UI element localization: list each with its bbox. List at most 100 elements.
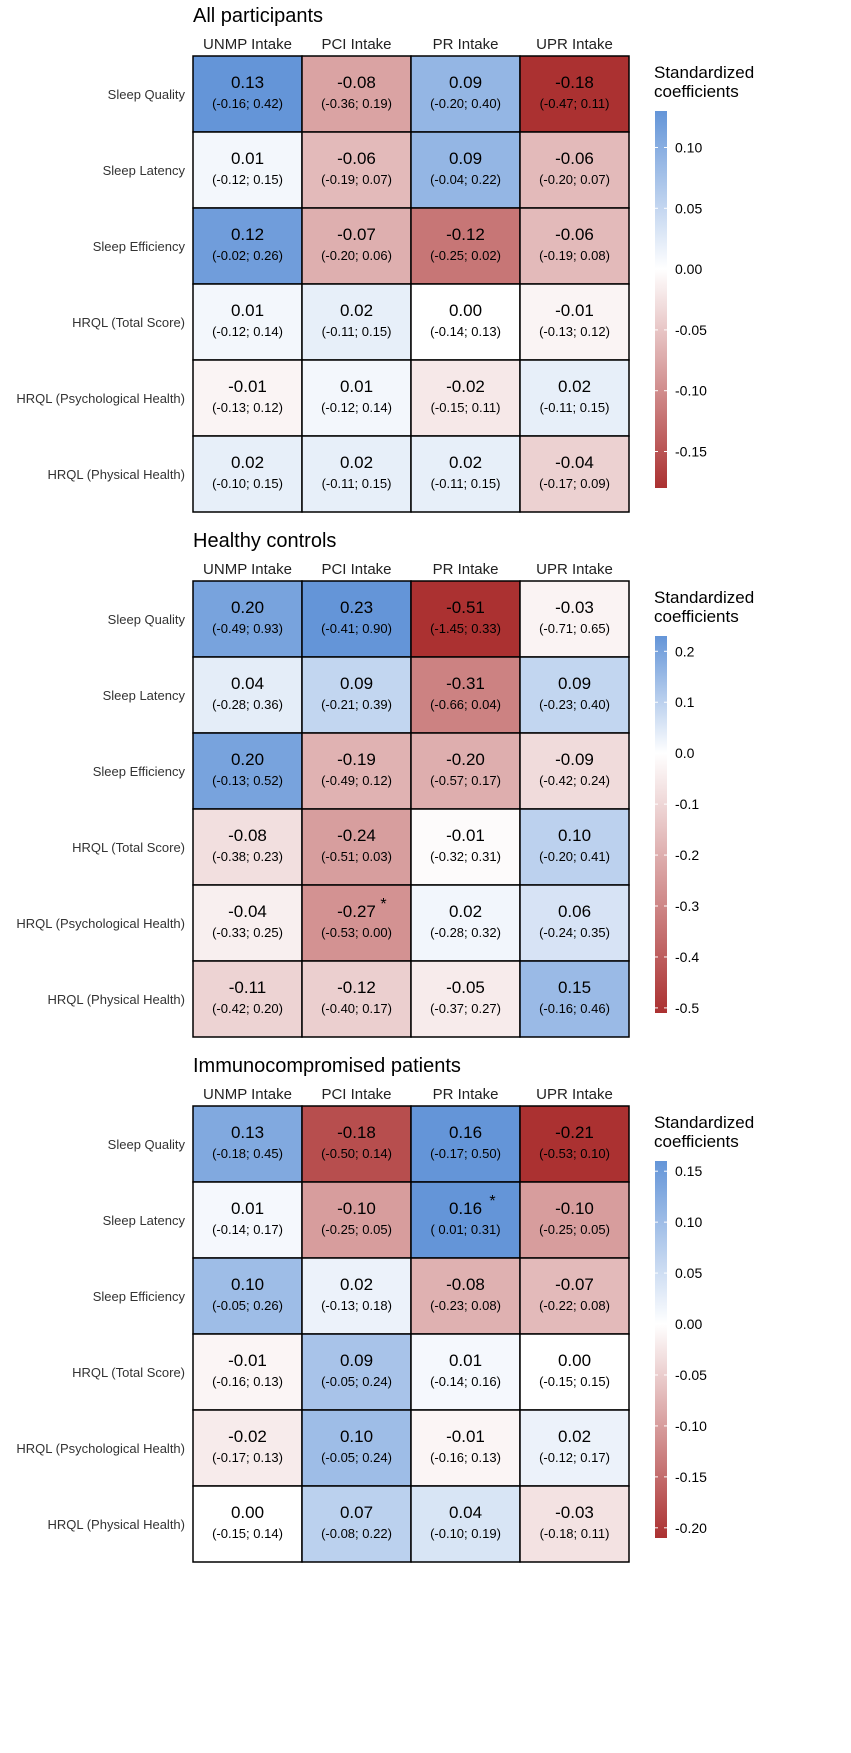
cell-ci: (-0.16; 0.46) [539,1001,610,1016]
cell-value: -0.06 [555,149,594,168]
heatmap-cell [410,1105,521,1183]
cell-ci: (-0.12; 0.15) [212,172,283,187]
cell-value: 0.02 [340,1275,373,1294]
legend-colorbar [655,111,667,488]
heatmap-cell [192,884,303,962]
cell-value: -0.02 [228,1427,267,1446]
heatmap-cell [410,580,521,658]
heatmap-cell [519,283,630,361]
cell-value: 0.10 [231,1275,264,1294]
heatmap-cell [192,131,303,209]
cell-ci: (-0.14; 0.13) [430,324,501,339]
legend-colorbar [655,636,667,1013]
legend-tick-label: -0.2 [675,847,699,863]
heatmap-cell [410,435,521,513]
cell-ci: (-0.23; 0.40) [539,697,610,712]
legend-title: coefficients [654,607,739,626]
heatmap-cell [192,359,303,437]
cell-value: 0.01 [231,149,264,168]
cell-ci: (-0.13; 0.18) [321,1298,392,1313]
cell-value: -0.07 [337,225,376,244]
cell-value: 0.00 [558,1351,591,1370]
column-header: UPR Intake [536,1086,613,1103]
cell-value: 0.16 [449,1199,482,1218]
cell-value: -0.06 [337,149,376,168]
heatmap-cell [301,55,412,133]
cell-value: -0.03 [555,598,594,617]
cell-ci: (-0.14; 0.16) [430,1374,501,1389]
heatmap-cell [410,1409,521,1487]
cell-value: 0.04 [231,674,264,693]
heatmap-cell [519,1485,630,1563]
legend-tick-label: 0.10 [675,1214,702,1230]
significance-star: * [380,896,386,913]
legend-tick-label: 0.1 [675,694,695,710]
cell-value: 0.01 [231,301,264,320]
row-label: HRQL (Physical Health) [47,992,185,1007]
legend-tick-label: 0.2 [675,643,695,659]
row-label: Sleep Latency [103,163,186,178]
cell-value: -0.01 [228,1351,267,1370]
cell-ci: (-0.10; 0.19) [430,1526,501,1541]
row-label: HRQL (Total Score) [72,1365,185,1380]
cell-ci: (-0.04; 0.22) [430,172,501,187]
heatmap-cell [301,656,412,734]
cell-value: -0.02 [446,377,485,396]
cell-ci: (-0.12; 0.14) [321,400,392,415]
legend-tick-label: 0.10 [675,139,702,155]
legend-tick-label: -0.05 [675,1367,707,1383]
legend-title: Standardized [654,588,754,607]
heatmap-cell [192,1485,303,1563]
cell-value: -0.20 [446,750,485,769]
cell-value: 0.02 [558,377,591,396]
cell-ci: (-0.15; 0.15) [539,1374,610,1389]
cell-value: -0.19 [337,750,376,769]
heatmap-cell [410,656,521,734]
heatmap-cell [410,131,521,209]
cell-ci: (-0.11; 0.15) [431,476,501,491]
heatmap-cell [301,580,412,658]
row-label: Sleep Quality [108,612,186,627]
heatmap-cell [192,1257,303,1335]
heatmap-cell [410,359,521,437]
cell-ci: (-0.37; 0.27) [430,1001,501,1016]
heatmap-cell [410,55,521,133]
row-label: Sleep Quality [108,1137,186,1152]
cell-ci: (-0.71; 0.65) [539,621,610,636]
cell-ci: (-0.17; 0.09) [539,476,610,491]
cell-ci: (-0.18; 0.11) [540,1526,610,1541]
cell-ci: (-0.20; 0.06) [321,248,392,263]
cell-ci: (-0.25; 0.02) [430,248,501,263]
cell-ci: (-0.11; 0.15) [322,324,392,339]
heatmap-cell [519,732,630,810]
cell-value: -0.01 [446,826,485,845]
cell-value: 0.12 [231,225,264,244]
cell-ci: (-0.33; 0.25) [212,925,283,940]
heatmap-cell [301,1409,412,1487]
cell-value: -0.01 [228,377,267,396]
legend-tick-label: -0.10 [675,383,707,399]
cell-ci: (-0.41; 0.90) [321,621,392,636]
cell-ci: (-0.23; 0.08) [430,1298,501,1313]
cell-value: -0.11 [229,978,267,997]
cell-value: 0.00 [231,1503,264,1522]
column-header: PR Intake [433,561,499,578]
column-header: PR Intake [433,1086,499,1103]
cell-value: 0.01 [231,1199,264,1218]
heatmap-panel-3: Immunocompromised patients UNMP Intake PCI… [16,1055,754,1563]
cell-value: 0.13 [231,73,264,92]
heatmap-cell [519,1409,630,1487]
row-label: HRQL (Physical Health) [47,1517,185,1532]
legend-tick-label: 0.0 [675,745,695,761]
column-header: UNMP Intake [203,36,292,53]
heatmap-cell [410,1181,521,1259]
column-header: UNMP Intake [203,1086,292,1103]
cell-value: 0.23 [340,598,373,617]
heatmap-cell [410,1257,521,1335]
cell-ci: (-0.47; 0.11) [540,96,610,111]
row-label: HRQL (Total Score) [72,315,185,330]
cell-ci: (-0.12; 0.17) [539,1450,610,1465]
cell-ci: (-0.51; 0.03) [321,849,392,864]
heatmap-cell [519,580,630,658]
cell-ci: (-0.13; 0.52) [212,773,283,788]
